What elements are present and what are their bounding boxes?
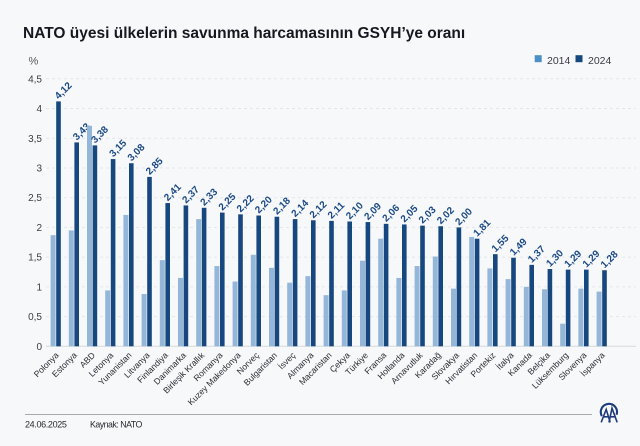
svg-text:1: 1 xyxy=(36,282,42,293)
svg-text:24.06.2025: 24.06.2025 xyxy=(25,420,67,430)
svg-text:0: 0 xyxy=(36,342,42,353)
svg-text:2014: 2014 xyxy=(547,55,571,67)
svg-text:3: 3 xyxy=(36,164,42,175)
svg-text:4: 4 xyxy=(36,104,42,115)
svg-text:2024: 2024 xyxy=(588,55,612,67)
svg-text:1,5: 1,5 xyxy=(28,253,42,264)
svg-text:Kaynak: NATO: Kaynak: NATO xyxy=(90,420,143,430)
svg-text:0,5: 0,5 xyxy=(28,312,42,323)
svg-text:%: % xyxy=(29,56,39,68)
svg-text:NATO üyesi ülkelerin savunma h: NATO üyesi ülkelerin savunma harcamasını… xyxy=(23,25,465,42)
svg-text:2: 2 xyxy=(36,223,42,234)
svg-text:2,5: 2,5 xyxy=(28,193,42,204)
svg-text:3,5: 3,5 xyxy=(28,134,42,145)
svg-text:4,5: 4,5 xyxy=(28,74,42,85)
